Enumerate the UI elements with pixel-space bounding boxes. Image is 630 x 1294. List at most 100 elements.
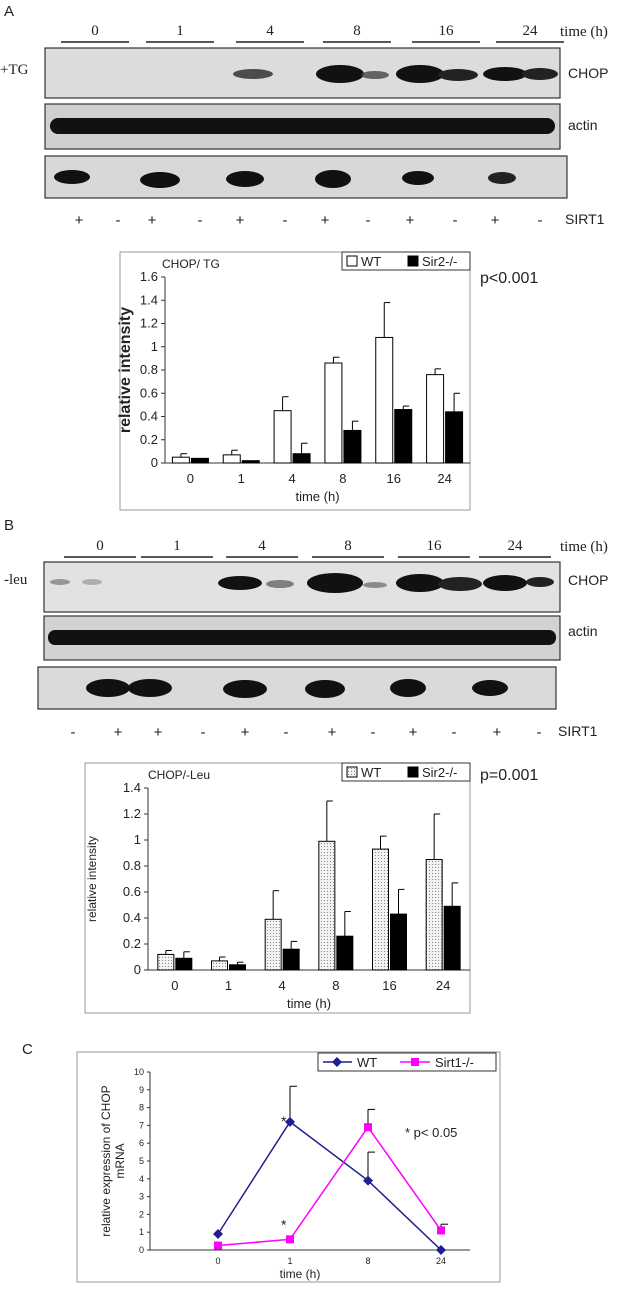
y-tick-label: 7 bbox=[139, 1120, 144, 1130]
sirt1-sign: + bbox=[409, 724, 418, 741]
sirt1-sign: + bbox=[236, 212, 245, 229]
sirt1-sign: + bbox=[406, 212, 415, 229]
p-value-annotation: p=0.001 bbox=[480, 767, 538, 784]
x-axis-label: time (h) bbox=[280, 1267, 321, 1281]
chart-frame bbox=[76, 1051, 501, 1283]
line-ko bbox=[217, 1125, 442, 1247]
y-tick-label: 0.4 bbox=[140, 409, 158, 424]
x-tick-label: 16 bbox=[382, 978, 396, 993]
y-tick-label: 10 bbox=[134, 1067, 144, 1077]
time-label: 0 bbox=[91, 23, 99, 39]
bar-ko bbox=[175, 957, 193, 971]
y-tick-label: 0.6 bbox=[140, 385, 158, 400]
bar-wt bbox=[222, 454, 241, 464]
bar-wt bbox=[264, 918, 282, 971]
time-label: 4 bbox=[258, 538, 266, 554]
bar-wt bbox=[426, 374, 445, 464]
x-tick-label: 0 bbox=[187, 471, 194, 486]
legend-marker-wt bbox=[332, 1057, 342, 1067]
sirt1-sign: - bbox=[452, 724, 457, 741]
x-tick-label: 8 bbox=[365, 1256, 370, 1266]
y-tick-label: 0.8 bbox=[140, 362, 158, 377]
y-label-line: mRNA bbox=[113, 1143, 127, 1178]
line-wt bbox=[217, 1120, 442, 1251]
sirt1-sign: - bbox=[537, 724, 542, 741]
panel-a-chop-label: CHOP bbox=[568, 65, 608, 81]
y-tick-label: 8 bbox=[139, 1103, 144, 1113]
panel-a-actin-label: actin bbox=[568, 117, 598, 133]
chart-a: 0 0.2 0.4 0.6 0.8 1 1.2 1.4 1.6 0 1 4 8 16 24 time (h) r… bbox=[117, 251, 538, 511]
y-tick-label: 1.4 bbox=[140, 292, 158, 307]
x-tick-label: 0 bbox=[171, 978, 178, 993]
y-axis-label: relative intensity bbox=[85, 836, 99, 922]
y-axis-label: relative intensity bbox=[117, 307, 134, 433]
sirt1-sign: + bbox=[241, 724, 250, 741]
point-ko bbox=[214, 1241, 222, 1250]
panel-a-actin-blot bbox=[44, 103, 561, 150]
panel-b-sirt1-label: SIRT1 bbox=[558, 723, 598, 739]
x-tick-label: 16 bbox=[387, 471, 401, 486]
panel-b-chop-blot bbox=[43, 561, 561, 613]
panel-a-treatment-label: +TG bbox=[0, 62, 29, 78]
y-tick-label: 0.2 bbox=[123, 936, 141, 951]
point-wt bbox=[363, 1175, 373, 1186]
y-tick-label: 9 bbox=[139, 1085, 144, 1095]
panel-a-chop-blot bbox=[44, 47, 561, 99]
sirt1-sign: - bbox=[201, 724, 206, 741]
legend-label-ko: Sir2-/- bbox=[422, 765, 457, 780]
bar-ko bbox=[292, 453, 311, 464]
sirt1-sign: - bbox=[538, 212, 543, 229]
x-tick-label: 24 bbox=[436, 1256, 446, 1266]
legend-swatch-ko bbox=[407, 766, 419, 778]
y-tick-label: 1 bbox=[151, 339, 158, 354]
legend-label-wt: WT bbox=[357, 1055, 377, 1070]
x-tick-label: 1 bbox=[225, 978, 232, 993]
sirt1-sign: + bbox=[493, 724, 502, 741]
legend: WT Sir2-/- bbox=[341, 251, 471, 271]
sirt1-sign: - bbox=[198, 212, 203, 229]
sirt1-sign: + bbox=[154, 724, 163, 741]
legend: WT Sirt1-/- bbox=[317, 1052, 497, 1072]
chart-title: CHOP/ TG bbox=[162, 257, 220, 271]
panel-a-sirt1-signs: + - + - + - + - + - + - bbox=[75, 212, 543, 229]
time-label: 4 bbox=[266, 23, 274, 39]
sirt1-sign: + bbox=[114, 724, 123, 741]
point-wt bbox=[285, 1116, 295, 1127]
time-label: 24 bbox=[508, 538, 524, 554]
bar-wt bbox=[375, 336, 394, 464]
legend-marker-ko bbox=[411, 1058, 419, 1066]
legend-box bbox=[341, 251, 471, 271]
x-tick-label: 0 bbox=[215, 1256, 220, 1266]
y-tick-label: 5 bbox=[139, 1156, 144, 1166]
panel-a-sirt1-blot bbox=[44, 155, 568, 199]
legend-box bbox=[341, 762, 471, 782]
panel-b-sirt1-signs: - + + - + - + - + - + - bbox=[71, 724, 542, 741]
panel-a-time-labels: 0 1 4 8 16 24 bbox=[61, 23, 564, 43]
y-tick-label: 2 bbox=[139, 1209, 144, 1219]
panel-a-sirt1-label: SIRT1 bbox=[565, 211, 605, 227]
y-tick-label: 0.8 bbox=[123, 858, 141, 873]
sirt1-sign: - bbox=[283, 212, 288, 229]
bar-ko bbox=[241, 460, 260, 464]
sirt1-sign: - bbox=[116, 212, 121, 229]
bar-wt bbox=[157, 953, 175, 971]
sirt1-sign: + bbox=[321, 212, 330, 229]
x-tick-label: 1 bbox=[238, 471, 245, 486]
time-label: 8 bbox=[353, 23, 361, 39]
bar-wt bbox=[372, 848, 389, 971]
panel-b-time-header: time (h) bbox=[560, 539, 608, 555]
time-label: 24 bbox=[523, 23, 539, 39]
x-axis-label: time (h) bbox=[287, 996, 331, 1011]
bar-ko bbox=[282, 948, 300, 971]
time-label: 1 bbox=[176, 23, 184, 39]
bar-ko bbox=[394, 409, 413, 464]
bar-wt bbox=[273, 410, 292, 464]
sirt1-sign: - bbox=[453, 212, 458, 229]
asterisk-wt: * bbox=[281, 1113, 287, 1129]
y-tick-label: 1.6 bbox=[140, 269, 158, 284]
time-label: 8 bbox=[344, 538, 352, 554]
bar-wt bbox=[324, 362, 343, 464]
bar-ko bbox=[343, 429, 362, 464]
y-tick-label: 3 bbox=[139, 1192, 144, 1202]
bar-ko bbox=[445, 411, 464, 464]
